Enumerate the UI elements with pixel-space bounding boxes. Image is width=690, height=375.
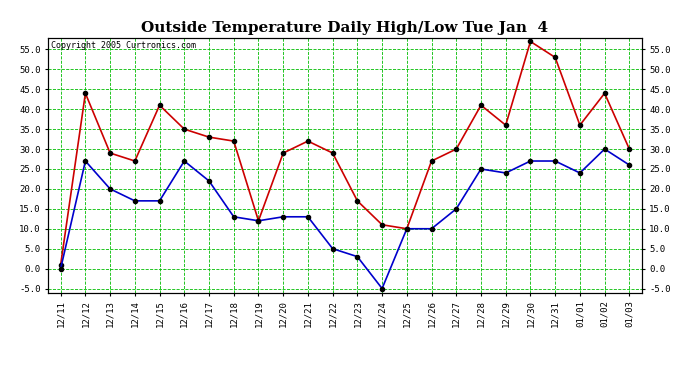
Title: Outside Temperature Daily High/Low Tue Jan  4: Outside Temperature Daily High/Low Tue J… xyxy=(141,21,549,35)
Text: Copyright 2005 Curtronics.com: Copyright 2005 Curtronics.com xyxy=(51,41,196,50)
